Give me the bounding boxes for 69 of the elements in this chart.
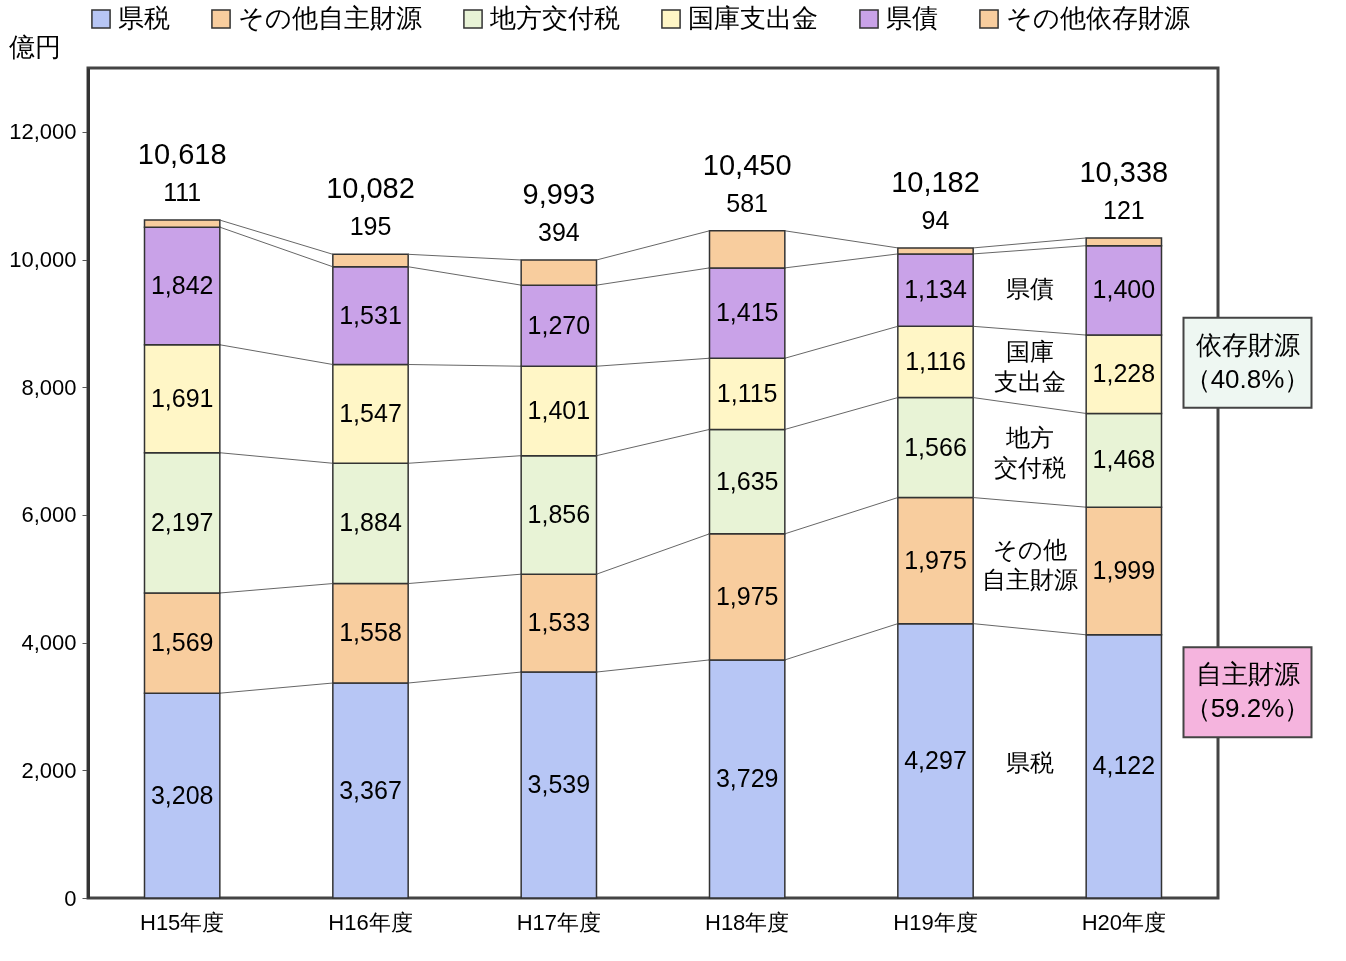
annotation: その他自主財源 xyxy=(981,535,1078,593)
x-tick-label: H19年度 xyxy=(893,909,978,935)
total-label: 10,618 xyxy=(137,138,227,171)
annotation: 県債 xyxy=(1005,275,1054,303)
data-label: 3,539 xyxy=(527,770,591,799)
data-label: 1,635 xyxy=(715,466,779,495)
total-label: 10,450 xyxy=(702,148,792,181)
data-label: 1,975 xyxy=(715,581,779,610)
total-label: 9,993 xyxy=(522,177,596,210)
y-tick-label: 12,000 xyxy=(9,119,77,145)
y-tick-label: 10,000 xyxy=(9,247,77,273)
data-label: 1,533 xyxy=(527,608,591,637)
data-label: 1,115 xyxy=(716,378,778,407)
y-axis-title: 億円 xyxy=(8,31,61,62)
x-tick-label: H20年度 xyxy=(1081,909,1167,935)
annotation: 自主財源（59.2%） xyxy=(1184,659,1311,724)
data-label: 1,531 xyxy=(339,300,402,329)
data-label: 4,297 xyxy=(904,745,967,774)
data-label: 1,999 xyxy=(1092,556,1156,585)
y-tick-label: 0 xyxy=(64,885,77,911)
data-label: 1,566 xyxy=(904,432,967,461)
total-label: 10,082 xyxy=(326,172,415,205)
data-label: 121 xyxy=(1102,195,1145,224)
data-label: 1,401 xyxy=(527,395,591,424)
annotation: 地方交付税 xyxy=(993,423,1066,481)
legend-label: 国庫支出金 xyxy=(688,3,818,33)
x-tick-label: H15年度 xyxy=(139,909,225,935)
legend-label: その他依存財源 xyxy=(1006,3,1190,33)
data-label: 1,468 xyxy=(1092,445,1156,474)
data-label: 1,116 xyxy=(905,346,966,375)
total-label: 10,182 xyxy=(891,165,980,198)
data-label: 2,197 xyxy=(150,507,214,536)
data-label: 1,884 xyxy=(339,508,402,537)
data-label: 581 xyxy=(726,188,769,217)
legend-label: 地方交付税 xyxy=(489,3,620,33)
legend-label: 県税 xyxy=(118,3,170,33)
data-label: 3,729 xyxy=(715,763,779,792)
data-label: 3,367 xyxy=(339,775,402,804)
y-tick-label: 2,000 xyxy=(21,757,77,783)
data-label: 1,400 xyxy=(1092,275,1156,304)
data-label: 1,270 xyxy=(527,310,591,339)
legend-label: 県債 xyxy=(886,3,938,33)
data-label: 1,856 xyxy=(527,499,591,528)
y-tick-label: 4,000 xyxy=(21,630,77,656)
annotation: 依存財源（40.8%） xyxy=(1184,329,1311,394)
data-label: 4,122 xyxy=(1092,751,1156,780)
total-label: 10,338 xyxy=(1079,155,1169,188)
y-tick-label: 8,000 xyxy=(21,374,77,400)
data-label: 1,228 xyxy=(1092,359,1156,388)
data-label: 1,415 xyxy=(715,298,779,327)
annotation: 国庫支出金 xyxy=(993,338,1066,396)
data-label: 1,842 xyxy=(150,270,214,299)
data-label: 1,547 xyxy=(339,398,402,427)
annotation: 県税 xyxy=(1005,748,1054,776)
x-tick-label: H18年度 xyxy=(704,909,790,935)
x-tick-label: H16年度 xyxy=(328,909,413,935)
data-label: 1,691 xyxy=(150,383,214,412)
data-label: 94 xyxy=(921,205,950,234)
data-label: 1,134 xyxy=(904,275,967,304)
data-label: 1,569 xyxy=(150,628,214,657)
data-label: 111 xyxy=(163,178,202,207)
data-label: 394 xyxy=(537,217,580,246)
data-label: 1,975 xyxy=(904,545,967,574)
legend-label: その他自主財源 xyxy=(238,3,422,33)
data-label: 3,208 xyxy=(150,780,214,809)
data-label: 195 xyxy=(349,212,392,241)
data-label: 1,558 xyxy=(339,618,402,647)
x-tick-label: H17年度 xyxy=(516,909,602,935)
y-tick-label: 6,000 xyxy=(21,502,77,528)
